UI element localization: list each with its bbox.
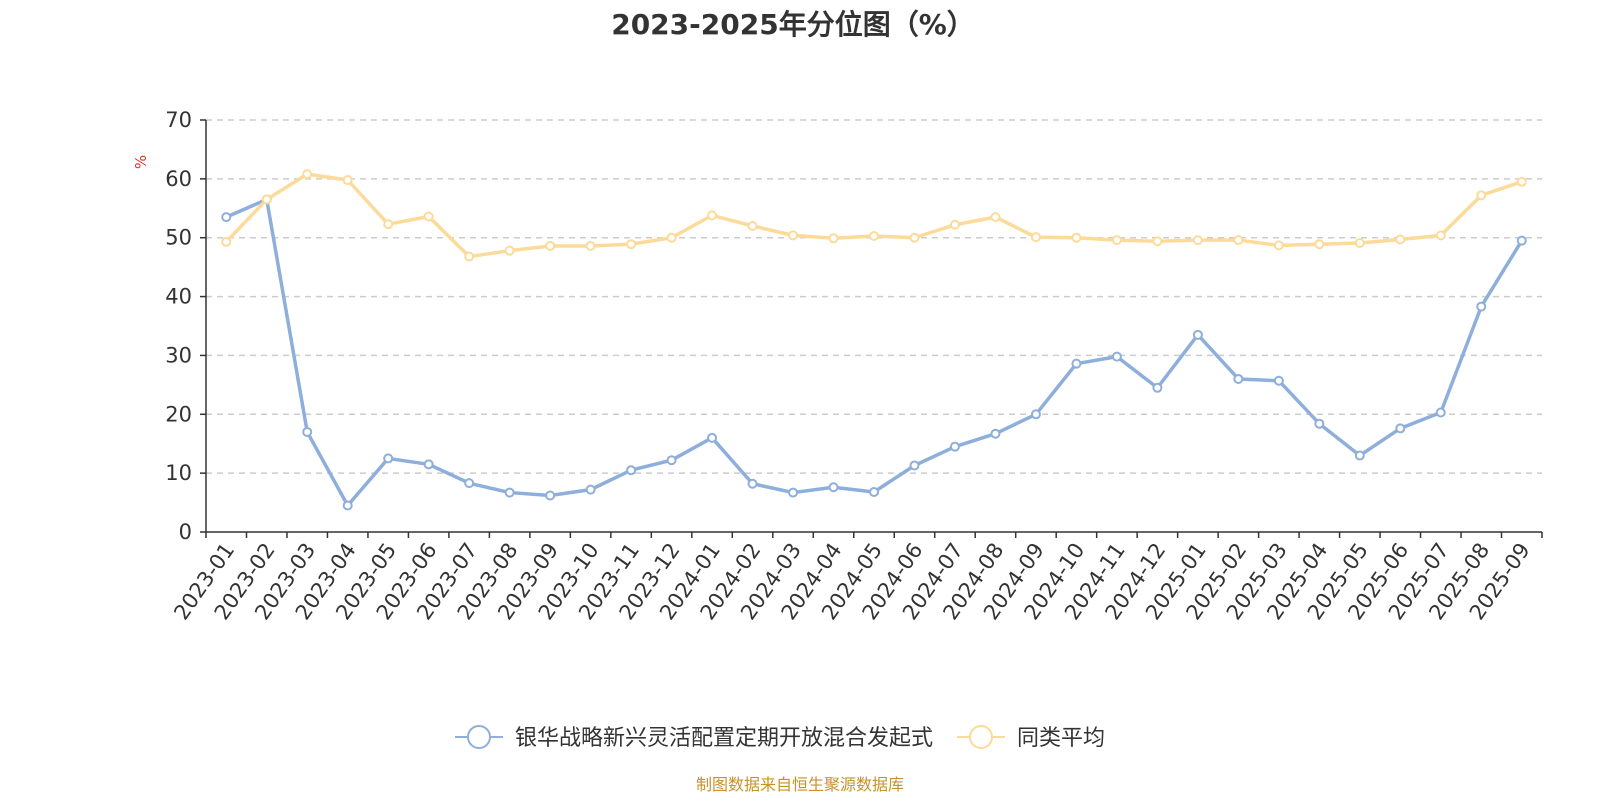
series-1-point	[1395, 423, 1406, 434]
series-1-point	[1476, 301, 1487, 312]
series-2-point	[626, 239, 637, 250]
series-2-point	[342, 175, 353, 186]
series-1-point	[1354, 450, 1365, 461]
legend: 银华战略新兴灵活配置定期开放混合发起式 同类平均	[455, 725, 1105, 751]
series-2-point	[949, 219, 960, 230]
series-2-point	[585, 240, 596, 251]
series-2-point	[1071, 232, 1082, 243]
legend-label-2: 同类平均	[1017, 726, 1105, 751]
series-2-point	[666, 232, 677, 243]
y-tick-label: 50	[165, 226, 192, 250]
series-1-point	[990, 428, 1001, 439]
series-2-point	[1233, 235, 1244, 246]
series-1-point	[464, 478, 475, 489]
series-1-point	[423, 459, 434, 470]
series-2-point	[261, 194, 272, 205]
y-tick-label: 40	[165, 285, 192, 309]
series-1-point	[1516, 235, 1527, 246]
series-1-point	[1273, 375, 1284, 386]
series-1-point	[1111, 351, 1122, 362]
series-1-point	[545, 490, 556, 501]
series-2-point	[1476, 190, 1487, 201]
series-2-point	[545, 240, 556, 251]
series-2-point	[869, 230, 879, 241]
series-2-point	[302, 169, 313, 180]
series-2-point	[1030, 232, 1041, 243]
series-1-point	[1233, 373, 1244, 384]
series-1-point	[949, 441, 960, 452]
y-unit-label: %	[132, 155, 150, 169]
series-1-point	[707, 432, 718, 443]
y-tick-label: 30	[165, 343, 192, 367]
series-2-point	[504, 245, 515, 256]
series-1-point	[383, 453, 394, 464]
series-1-point	[626, 465, 637, 476]
series-1-point	[1314, 418, 1325, 429]
series-2-point	[1314, 239, 1325, 250]
series-2-point	[828, 233, 839, 244]
series-2-point	[221, 236, 232, 247]
y-tick-label: 20	[165, 402, 192, 426]
series-1-point	[666, 455, 677, 466]
series-1-point	[1071, 358, 1082, 369]
series-2-point	[1395, 234, 1406, 245]
y-tick-label: 10	[165, 461, 192, 485]
series-2-point	[788, 230, 799, 241]
series-2-point	[1516, 176, 1527, 187]
y-tick-label: 0	[179, 520, 192, 544]
series-2-point	[707, 210, 718, 221]
series-2-point	[1111, 235, 1122, 246]
series-1-point	[1030, 409, 1041, 420]
legend-marker-1	[467, 725, 491, 749]
series-1-point	[788, 487, 799, 498]
series-2-point	[423, 211, 434, 222]
series-1-point	[221, 212, 232, 223]
series-1-point	[504, 487, 515, 498]
series-2-point	[1152, 236, 1163, 247]
series-line-2	[224, 172, 1523, 259]
chart-title: 2023-2025年分位图（%）	[611, 8, 975, 41]
y-tick-label: 60	[165, 167, 192, 191]
series-2-point	[1273, 240, 1284, 251]
series-1-point	[828, 482, 839, 493]
series-2-point	[1435, 230, 1446, 241]
series-2-point	[464, 251, 475, 262]
series-1-point	[1435, 407, 1446, 418]
data-source-note: 制图数据来自恒生聚源数据库	[696, 775, 904, 794]
legend-label-1: 银华战略新兴灵活配置定期开放混合发起式	[515, 726, 933, 751]
series-1-point	[909, 460, 920, 471]
series-1-point	[747, 478, 758, 489]
legend-marker-2	[969, 725, 994, 749]
series-2-point	[1192, 235, 1203, 246]
series-1-point	[302, 426, 313, 437]
series-2-point	[909, 232, 920, 243]
series-1-point	[342, 500, 353, 511]
y-tick-label: 70	[165, 108, 192, 132]
series-2-point	[1354, 238, 1365, 249]
series-1-point	[1152, 382, 1163, 393]
series-2-point	[990, 212, 1001, 223]
series-1-point	[585, 484, 596, 495]
series-2-point	[383, 219, 394, 230]
series-2-point	[747, 220, 758, 231]
series-1-point	[1192, 329, 1203, 340]
series-1-point	[869, 486, 879, 497]
